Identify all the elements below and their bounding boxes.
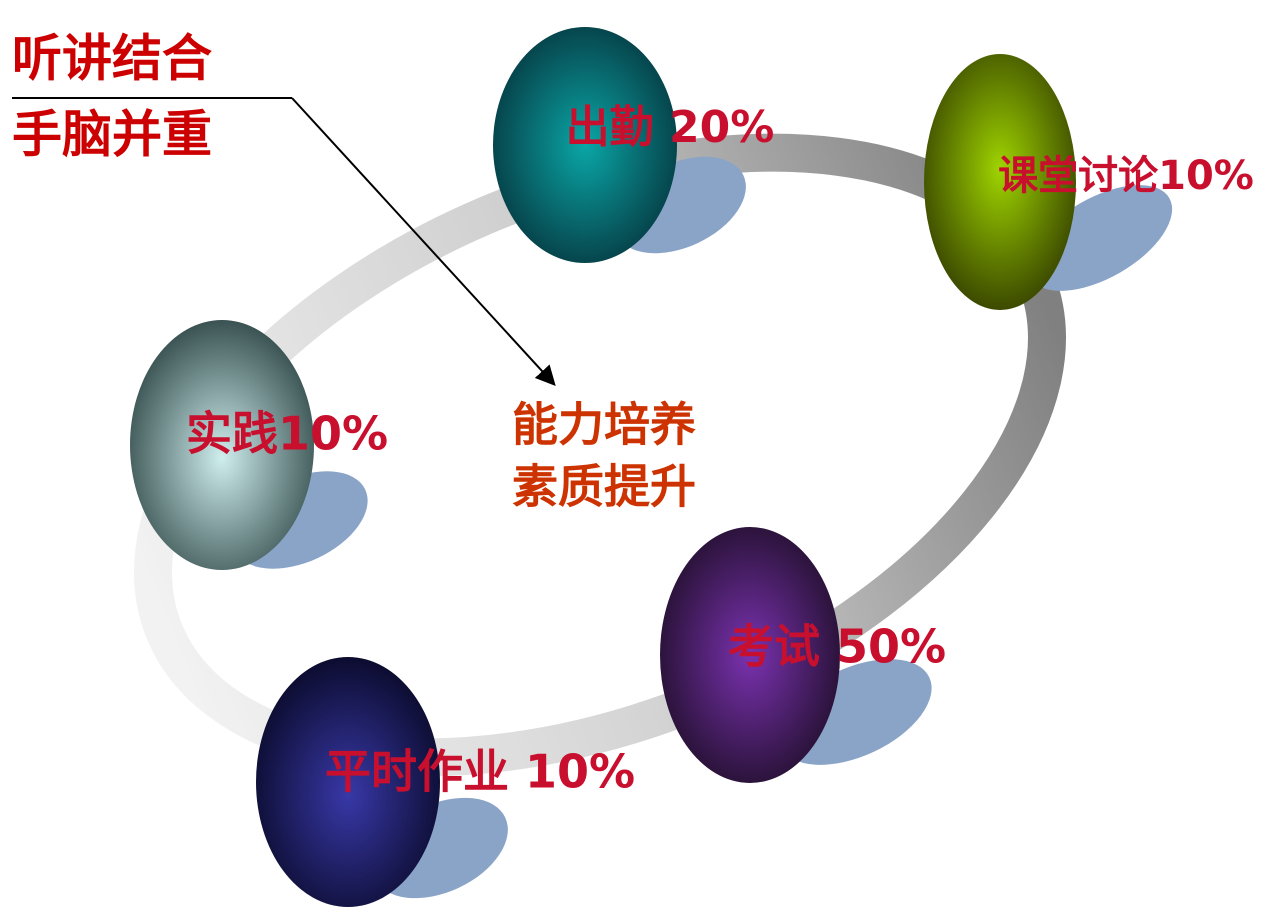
node-label: 考试 50% (728, 620, 946, 674)
node: 平时作业 10% (256, 657, 635, 907)
node-label: 出勤 20% (566, 102, 775, 153)
shadow (1027, 185, 1173, 291)
arrow (291, 97, 556, 386)
node: 出勤 20% (493, 27, 775, 263)
ball (660, 527, 840, 783)
node: 课堂讨论10% (924, 54, 1254, 310)
title-line: 听讲结合 (12, 30, 212, 88)
node: 实践10% (130, 320, 388, 570)
ball (130, 320, 314, 570)
node: 考试 50% (660, 527, 946, 783)
node-label: 实践10% (186, 407, 388, 461)
title-line: 手脑并重 (12, 106, 212, 164)
ball (924, 54, 1076, 310)
node-label: 课堂讨论10% (998, 153, 1254, 199)
ball (256, 657, 440, 907)
ball (493, 27, 677, 263)
center-line: 素质提升 (512, 460, 696, 514)
node-label: 平时作业 10% (325, 745, 635, 799)
center-line: 能力培养 (512, 398, 696, 452)
